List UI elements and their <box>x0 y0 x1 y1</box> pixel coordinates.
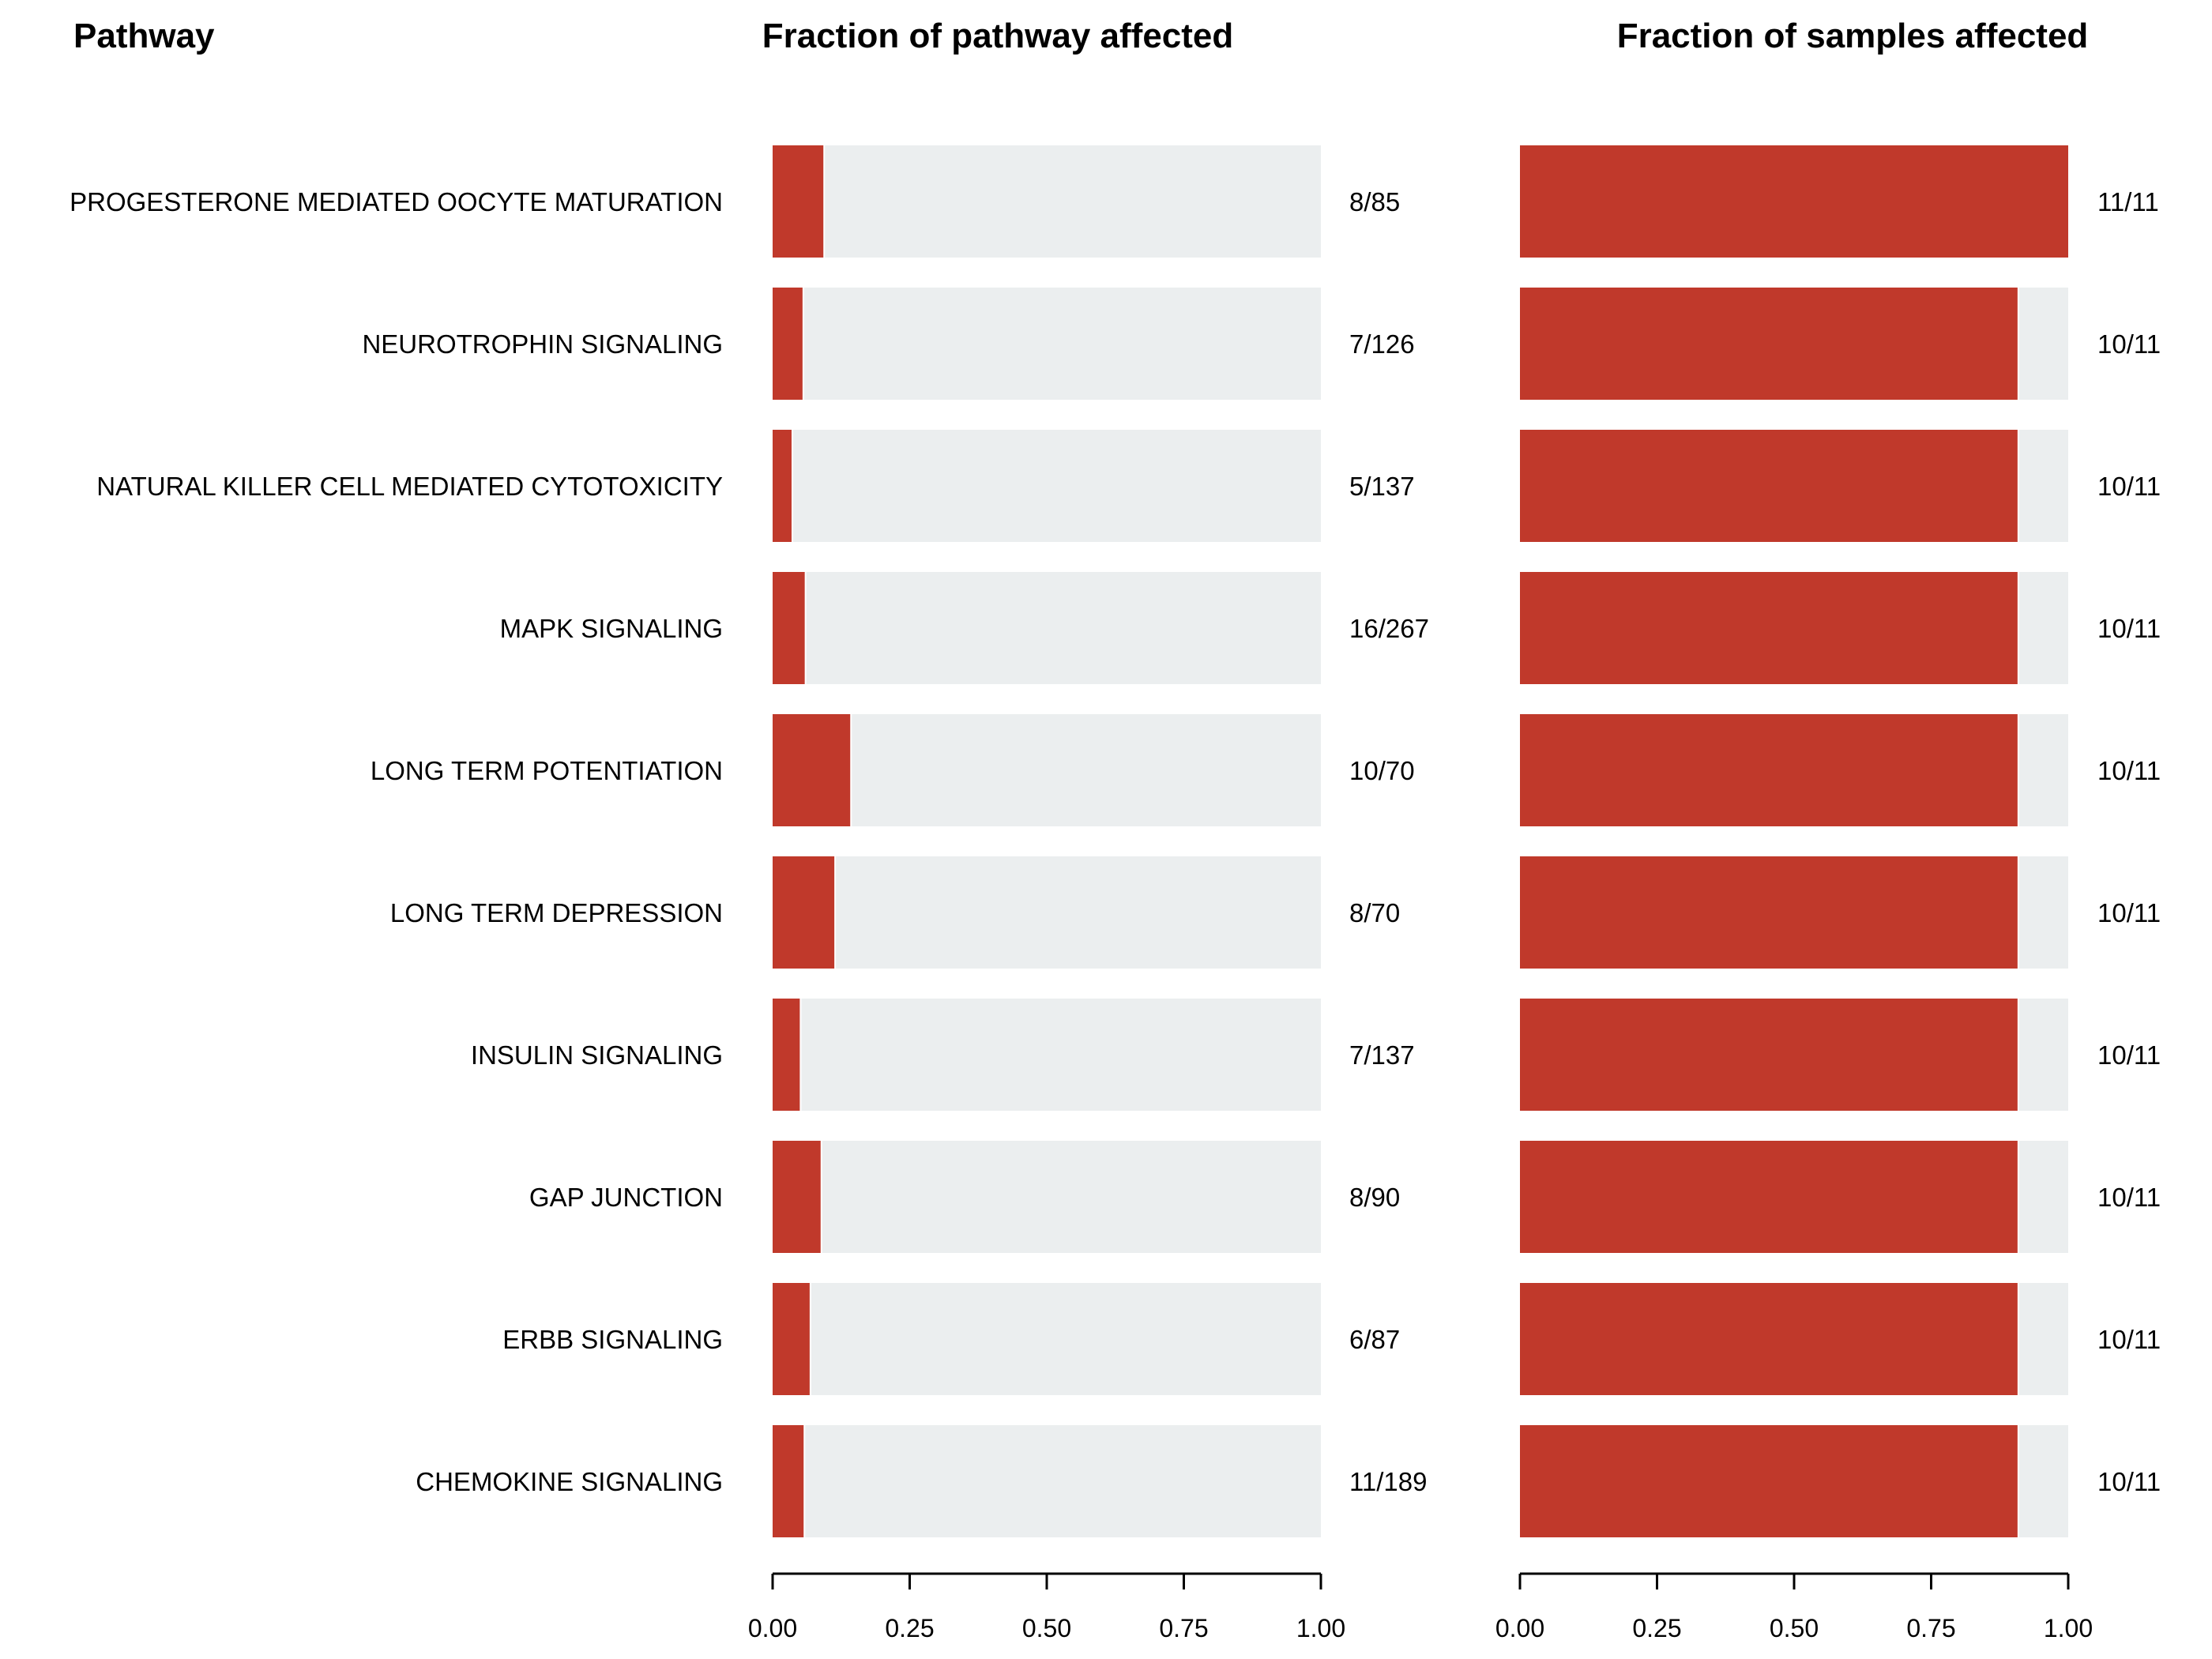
bar-background <box>773 1141 1321 1253</box>
bar <box>773 1141 822 1253</box>
bar-background <box>773 856 1321 969</box>
count-label: 10/11 <box>2097 1325 2161 1354</box>
bar <box>773 572 806 684</box>
bar <box>1520 714 2018 826</box>
x-tick-label: 0.25 <box>885 1614 934 1642</box>
pathway-label: MAPK SIGNALING <box>500 614 723 643</box>
bar-background <box>773 999 1321 1111</box>
count-label: 11/189 <box>1349 1467 1427 1496</box>
x-tick-label: 0.25 <box>1632 1614 1681 1642</box>
bar <box>1520 288 2018 400</box>
bar <box>1520 1283 2018 1395</box>
bar <box>773 1425 805 1537</box>
chart-rows: PROGESTERONE MEDIATED OOCYTE MATURATION N… <box>70 145 2161 1537</box>
pathway-label: LONG TERM DEPRESSION <box>390 898 723 927</box>
x-tick-label: 1.00 <box>2044 1614 2093 1642</box>
x-tick-label: 0.75 <box>1906 1614 1955 1642</box>
count-label: 16/267 <box>1349 614 1429 643</box>
count-label: 6/87 <box>1349 1325 1400 1354</box>
bar <box>1520 430 2018 542</box>
bar <box>773 288 803 400</box>
count-label: 10/11 <box>2097 329 2161 359</box>
bar-background <box>773 145 1321 258</box>
count-label: 10/11 <box>2097 1040 2161 1070</box>
bar <box>773 1283 811 1395</box>
header-pathway: Pathway <box>73 17 215 55</box>
x-tick-label: 0.50 <box>1770 1614 1819 1642</box>
pathway-label: ERBB SIGNALING <box>502 1325 723 1354</box>
pathway-label: CHEMOKINE SIGNALING <box>416 1467 723 1496</box>
x-tick-label: 0.75 <box>1159 1614 1208 1642</box>
count-label: 10/11 <box>2097 898 2161 927</box>
count-label: 10/11 <box>2097 472 2161 501</box>
bar-background <box>773 1283 1321 1395</box>
bar <box>773 856 836 969</box>
x-tick-label: 0.50 <box>1022 1614 1071 1642</box>
count-label: 8/70 <box>1349 898 1400 927</box>
count-label: 7/137 <box>1349 1040 1415 1070</box>
pathway-label: PROGESTERONE MEDIATED OOCYTE MATURATION <box>70 187 723 216</box>
pathway-label: GAP JUNCTION <box>529 1183 723 1212</box>
bar <box>773 714 852 826</box>
bar-background <box>773 714 1321 826</box>
count-label: 10/11 <box>2097 1467 2161 1496</box>
bar-background <box>773 430 1321 542</box>
count-label: 8/90 <box>1349 1183 1400 1212</box>
bar <box>773 430 792 542</box>
bar <box>1520 1425 2018 1537</box>
pathway-label: NEUROTROPHIN SIGNALING <box>362 329 723 359</box>
pathway-label: INSULIN SIGNALING <box>471 1040 723 1070</box>
count-label: 10/11 <box>2097 756 2161 785</box>
count-label: 7/126 <box>1349 329 1415 359</box>
count-label: 5/137 <box>1349 472 1415 501</box>
header-fraction-samples: Fraction of samples affected <box>1617 17 2089 55</box>
pathway-label: NATURAL KILLER CELL MEDIATED CYTOTOXICIT… <box>96 472 723 501</box>
count-label: 10/11 <box>2097 1183 2161 1212</box>
x-tick-label: 0.00 <box>748 1614 797 1642</box>
count-label: 11/11 <box>2097 187 2159 216</box>
bar-background <box>773 288 1321 400</box>
bar <box>773 999 801 1111</box>
bar <box>773 145 825 258</box>
count-label: 10/70 <box>1349 756 1415 785</box>
bar-background <box>773 572 1321 684</box>
header-fraction-pathway: Fraction of pathway affected <box>762 17 1234 55</box>
count-label: 10/11 <box>2097 614 2161 643</box>
bar-background <box>773 1425 1321 1537</box>
bar <box>1520 572 2018 684</box>
bar <box>1520 999 2018 1111</box>
x-tick-label: 0.00 <box>1495 1614 1544 1642</box>
chart-axes: 0.00 0.25 0.50 0.75 1.00 0.00 0.25 0.50 0.75 1.00 <box>748 1572 2093 1642</box>
x-tick-label: 1.00 <box>1296 1614 1345 1642</box>
bar <box>1520 1141 2018 1253</box>
pathway-label: LONG TERM POTENTIATION <box>371 756 723 785</box>
count-label: 8/85 <box>1349 187 1400 216</box>
bar <box>1520 145 2068 258</box>
bar <box>1520 856 2018 969</box>
